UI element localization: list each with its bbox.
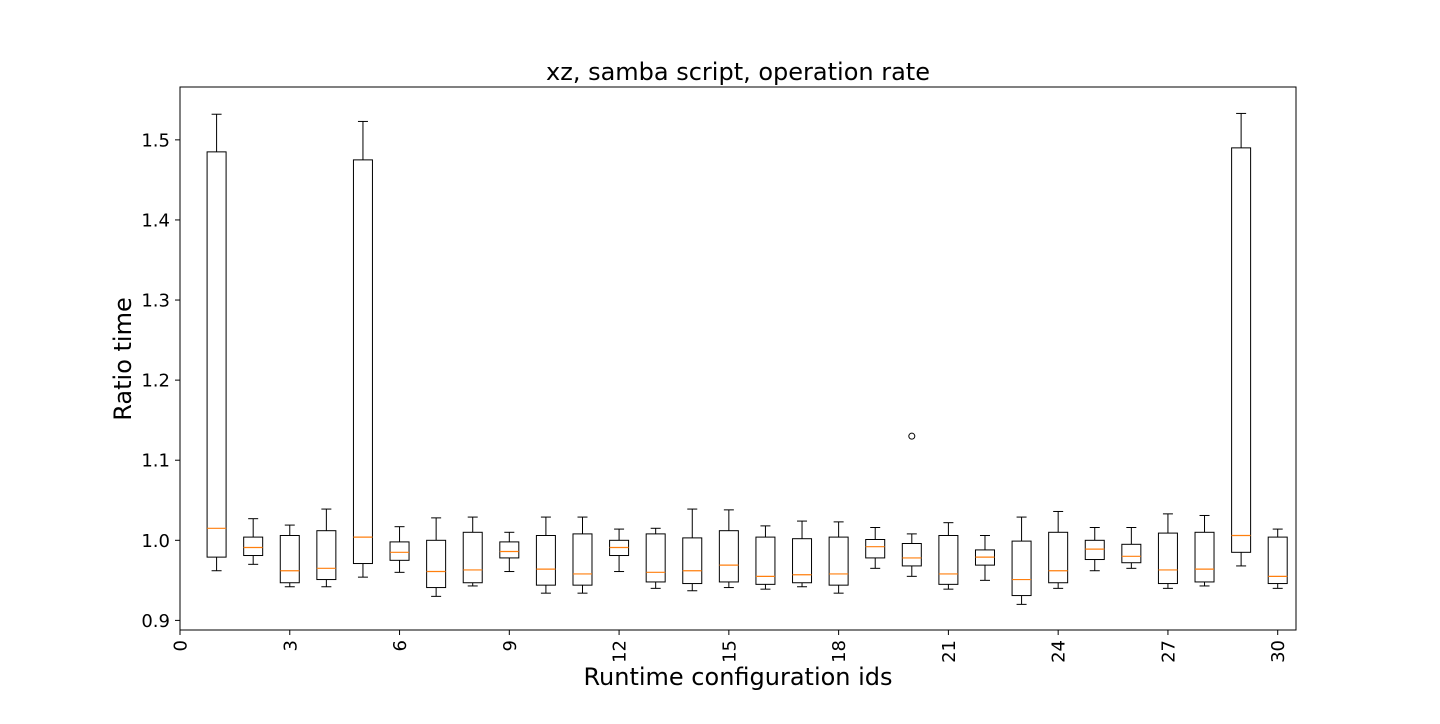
- box-7: [426, 517, 447, 597]
- box-iqr: [352, 159, 373, 565]
- box-iqr: [1157, 532, 1178, 585]
- y-tick-label: 1.0: [141, 531, 170, 552]
- box-iqr: [1194, 531, 1215, 583]
- x-axis-title: Runtime configuration ids: [583, 663, 892, 691]
- box-iqr: [462, 531, 483, 584]
- box-12: [609, 528, 630, 573]
- box-21: [938, 522, 959, 590]
- box-29: [1231, 112, 1252, 567]
- box-iqr: [1231, 147, 1252, 553]
- box-19: [865, 526, 886, 569]
- x-tick-label: 6: [390, 640, 411, 651]
- box-10: [535, 516, 556, 594]
- y-tick-label: 1.4: [141, 210, 170, 231]
- box-iqr: [1084, 539, 1105, 561]
- box-iqr: [426, 539, 447, 589]
- box-5: [352, 120, 373, 578]
- chart-title: xz, samba script, operation rate: [546, 58, 930, 86]
- box-iqr: [828, 536, 849, 586]
- x-tick-label: 24: [1049, 640, 1070, 663]
- outlier-point: [908, 432, 916, 440]
- box-iqr: [1267, 536, 1288, 585]
- plot-area: 0.9 1.0 1.1 1.2 1.3 1.4 1.5 0 3 6 9 12 15 18 21 24 27 30: [141, 86, 1297, 663]
- y-tick-label: 1.3: [141, 291, 170, 312]
- box-1: [206, 113, 227, 572]
- box-iqr: [755, 536, 776, 585]
- box-22: [974, 534, 995, 581]
- x-tick-label: 18: [829, 640, 850, 663]
- x-tick-label: 9: [500, 640, 521, 651]
- box-2: [243, 518, 264, 565]
- box-iqr: [572, 533, 593, 586]
- x-tick-label: 15: [719, 640, 740, 663]
- box-iqr: [938, 534, 959, 585]
- box-iqr: [1048, 531, 1069, 584]
- x-tick-label: 3: [280, 640, 301, 651]
- box-iqr: [792, 538, 813, 584]
- box-iqr: [316, 530, 337, 581]
- box-4: [316, 508, 337, 588]
- box-30: [1267, 528, 1288, 589]
- box-16: [755, 525, 776, 590]
- box-iqr: [645, 533, 666, 583]
- plot-frame: [179, 86, 1297, 631]
- box-20: [901, 432, 922, 577]
- box-iqr: [718, 530, 739, 583]
- x-tick-label: 27: [1158, 640, 1179, 663]
- x-tick-label: 30: [1268, 640, 1289, 663]
- x-tick-label: 12: [610, 640, 631, 663]
- box-18: [828, 521, 849, 594]
- y-tick-label: 0.9: [141, 611, 170, 632]
- box-3: [279, 524, 300, 588]
- y-tick-label: 1.2: [141, 371, 170, 392]
- box-15: [718, 509, 739, 589]
- box-9: [499, 531, 520, 573]
- box-iqr: [1011, 540, 1032, 597]
- y-axis-title: Ratio time: [109, 297, 137, 420]
- x-tick-label: 21: [939, 640, 960, 663]
- box-13: [645, 527, 666, 589]
- box-17: [792, 520, 813, 588]
- box-11: [572, 516, 593, 594]
- box-iqr: [206, 151, 227, 558]
- box-8: [462, 516, 483, 587]
- box-iqr: [243, 536, 264, 557]
- box-iqr: [682, 537, 703, 585]
- box-23: [1011, 516, 1032, 605]
- box-iqr: [865, 539, 886, 559]
- box-25: [1084, 526, 1105, 572]
- box-iqr: [901, 543, 922, 567]
- box-14: [682, 508, 703, 592]
- y-tick-label: 1.1: [141, 451, 170, 472]
- box-6: [389, 526, 410, 573]
- y-tick-label: 1.5: [141, 130, 170, 151]
- box-24: [1048, 510, 1069, 589]
- x-tick-label: 0: [171, 640, 192, 651]
- box-iqr: [1121, 543, 1142, 564]
- box-iqr: [279, 534, 300, 584]
- box-iqr: [389, 541, 410, 561]
- box-iqr: [499, 541, 520, 559]
- box-iqr: [535, 534, 556, 586]
- box-26: [1121, 526, 1142, 569]
- box-28: [1194, 514, 1215, 587]
- box-27: [1157, 513, 1178, 589]
